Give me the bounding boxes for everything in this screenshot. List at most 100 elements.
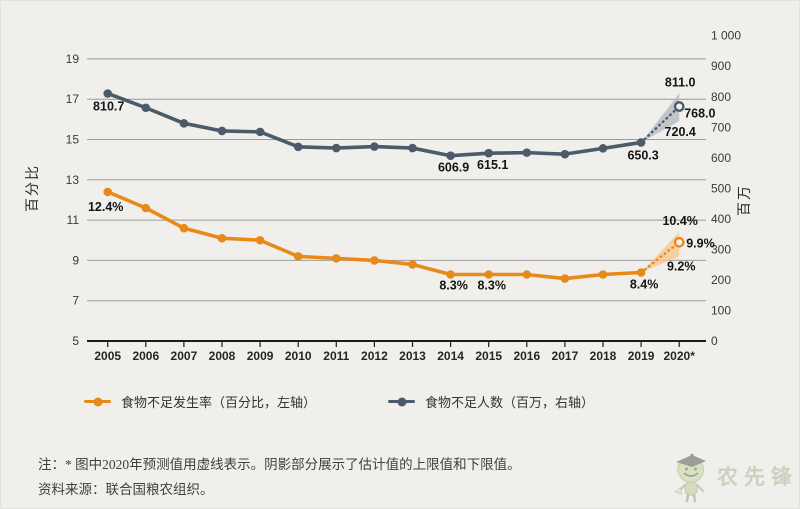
undernourished-number-point (103, 89, 112, 98)
x-axis-tick: 2010 (285, 349, 312, 363)
legend-item-rate: 食物不足发生率（百分比，左轴） (84, 392, 316, 411)
undernourishment-rate-point (293, 252, 303, 261)
undernourished-number-value-label: 615.1 (477, 158, 508, 172)
chart-legend: 食物不足发生率（百分比，左轴） 食物不足人数（百万，右轴） (84, 392, 594, 411)
footnotes: 注：* 图中2020年预测值用虚线表示。阴影部分展示了估计值的上限值和下限值。 … (38, 452, 521, 502)
undernourishment-rate-point (179, 223, 189, 233)
undernourished-number-projection-point (673, 101, 685, 112)
left-axis-tick: 9 (72, 253, 79, 267)
undernourishment-rate-projection-point (673, 236, 685, 248)
dual-axis-line-chart: 2005 2006 2007 2008 2009 2010 2011 2012 2013 2014… (24, 29, 752, 363)
note-line: 注：* 图中2020年预测值用虚线表示。阴影部分展示了估计值的上限值和下限值。 (38, 457, 521, 472)
undernourished-number-point (408, 143, 417, 153)
undernourished-number-point (484, 148, 494, 158)
undernourishment-rate-projection-range (641, 232, 680, 273)
x-axis-tick: 2015 (475, 349, 502, 363)
undernourished-number-value-label: 606.9 (438, 161, 469, 175)
undernourishment-rate-projection-high-label: 10.4% (662, 214, 697, 228)
undernourishment-rate-point (484, 270, 494, 279)
x-axis-tick: 2016 (513, 349, 540, 363)
undernourished-number-value-label: 810.7 (93, 99, 124, 113)
undernourished-number-point (522, 148, 532, 157)
x-axis-tick: 2008 (209, 349, 236, 363)
undernourished-number-projection-high-label: 811.0 (665, 75, 696, 89)
right-axis-tick: 300 (711, 242, 731, 256)
x-axis-tick: 2017 (552, 349, 579, 363)
undernourished-number-projection-line (639, 105, 681, 144)
legend-label-number: 食物不足人数（百万，右轴） (425, 395, 595, 410)
right-axis-tick: 700 (711, 120, 731, 134)
watermark-logo: 农先锋 (670, 448, 798, 504)
undernourishment-rate-point (408, 260, 417, 269)
left-axis-title: 百分比 (24, 164, 40, 212)
right-axis-tick: 0 (711, 334, 718, 348)
undernourished-number-point (217, 126, 227, 136)
right-axis-title: 百万 (736, 184, 752, 216)
undernourishment-rate-point (370, 256, 379, 265)
undernourished-number-point (598, 144, 608, 153)
undernourishment-rate-point (636, 268, 646, 277)
undernourished-number-projection-range (641, 93, 680, 143)
undernourishment-rate-value-label: 8.3% (477, 279, 506, 293)
undernourished-number-projection-low-label: 720.4 (665, 125, 696, 139)
undernourished-number-point (293, 142, 303, 152)
rate-line-swatch-icon (84, 397, 111, 406)
undernourished-number-point (141, 103, 151, 113)
undernourishment-rate-line (105, 190, 643, 281)
right-axis-tick: 200 (711, 273, 731, 287)
undernourished-number-point (255, 127, 265, 137)
left-axis-tick: 15 (66, 133, 80, 147)
x-axis-tick: 2011 (323, 349, 349, 363)
undernourished-number-point (370, 142, 379, 151)
undernourished-number-value-label: 650.3 (627, 148, 658, 162)
undernourishment-rate-projection-mid-label: 9.9% (686, 236, 715, 250)
left-axis-tick: 17 (66, 92, 80, 106)
undernourishment-rate-point (560, 274, 570, 283)
x-axis-tick: 2005 (94, 349, 121, 363)
undernourishment-rate-point (217, 233, 227, 243)
x-axis-tick: 2013 (399, 349, 426, 363)
right-axis-tick: 900 (711, 59, 731, 73)
left-axis-tick: 7 (72, 294, 79, 308)
undernourishment-rate-value-label: 8.3% (439, 279, 468, 293)
undernourishment-rate-point (598, 270, 608, 279)
left-axis-tick: 11 (67, 213, 80, 227)
left-axis-tick: 5 (72, 334, 79, 348)
undernourishment-rate-value-label: 8.4% (630, 277, 659, 291)
number-line-swatch-icon (388, 397, 416, 406)
source-line: 资料来源：联合国粮农组织。 (38, 482, 214, 497)
x-axis-tick: 2019 (628, 349, 655, 363)
undernourished-number-point (332, 143, 341, 153)
x-axis-tick: 2009 (247, 349, 274, 363)
undernourishment-rate-point (255, 235, 265, 245)
undernourishment-rate-point (332, 254, 341, 263)
undernourishment-rate-projection-low-label: 9.2% (667, 259, 696, 273)
legend-label-rate: 食物不足发生率（百分比，左轴） (121, 395, 317, 410)
x-axis-tick: 2020* (664, 349, 696, 363)
right-axis-tick: 1 000 (711, 29, 741, 43)
undernourishment-rate-projection-line (639, 241, 681, 274)
undernourishment-rate-point (522, 270, 532, 279)
undernourished-number-point (560, 149, 570, 159)
x-axis-tick: 2006 (132, 349, 159, 363)
undernourishment-rate-point (141, 203, 151, 213)
x-axis-tick: 2014 (437, 349, 464, 363)
legend-item-number: 食物不足人数（百万，右轴） (388, 392, 594, 411)
mascot-icon (674, 454, 706, 503)
right-axis-tick: 100 (711, 303, 731, 317)
x-axis-tick: 2007 (171, 349, 198, 363)
right-axis-tick: 400 (711, 212, 731, 226)
undernourishment-rate-point (446, 270, 455, 279)
logo-text: 农先锋 (717, 465, 798, 489)
right-axis-tick: 800 (711, 90, 731, 104)
right-axis-tick: 600 (711, 151, 731, 165)
x-axis-tick: 2018 (590, 349, 617, 363)
undernourished-number-point (636, 138, 646, 147)
undernourished-number-projection-mid-label: 768.0 (684, 107, 715, 121)
left-axis-tick: 19 (66, 52, 80, 66)
left-axis-tick: 13 (66, 173, 80, 187)
undernourishment-rate-value-label: 12.4% (88, 200, 123, 214)
undernourished-number-point (179, 119, 189, 128)
undernourished-number-point (446, 151, 455, 161)
right-axis-tick: 500 (711, 181, 731, 195)
